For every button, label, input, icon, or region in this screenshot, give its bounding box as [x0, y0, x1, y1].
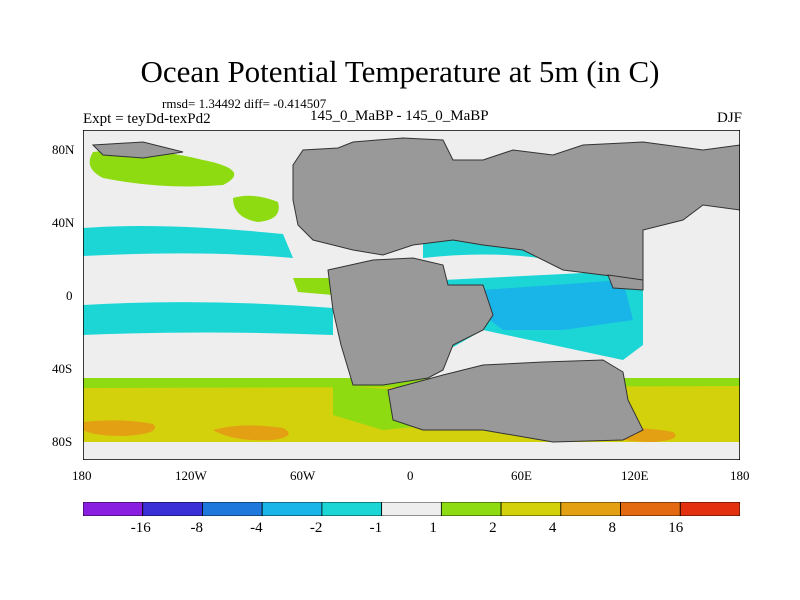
lat-label-80s: 80S — [52, 434, 73, 449]
lon-label-120w: 120W — [175, 468, 207, 483]
lon-label-120e: 120E — [621, 468, 649, 483]
green-patch-mid — [293, 278, 333, 295]
colorbar-label: -2 — [309, 520, 323, 536]
island-east — [607, 274, 644, 291]
north-pacific-cyan — [83, 226, 293, 258]
lon-label-180e: 180 — [730, 468, 750, 483]
polar-neutral-south — [83, 442, 740, 460]
colorbar-label: -4 — [250, 520, 263, 536]
landmass-south — [387, 359, 644, 443]
colorbar-swatch — [202, 502, 263, 516]
map-title: Ocean Potential Temperature at 5m (in C) — [140, 54, 660, 89]
lon-label-60e: 60E — [511, 468, 532, 483]
landmass-central — [327, 257, 494, 386]
colorbar-swatch — [620, 502, 681, 516]
colorbar-label: 8 — [608, 520, 617, 536]
lat-label-80n: 80N — [52, 142, 75, 157]
experiment-label: Expt = teyDd-texPd2 — [83, 111, 211, 127]
lon-label-180w: 180 — [72, 468, 92, 483]
temperature-map — [83, 130, 740, 460]
colorbar-label: 16 — [668, 520, 684, 536]
colorbar-swatch — [560, 502, 621, 516]
landmass-north — [292, 137, 740, 281]
colorbar-label: 4 — [548, 520, 557, 536]
colorbar-swatch — [83, 502, 144, 516]
green-patch-north — [233, 195, 279, 222]
colorbar-swatch — [321, 502, 383, 516]
lat-label-40n: 40N — [52, 215, 75, 230]
indian-ocean-blue — [483, 280, 633, 330]
colorbar-swatch — [440, 502, 502, 516]
case-label: 145_0_MaBP - 145_0_MaBP — [310, 108, 489, 124]
lat-label-40s: 40S — [52, 361, 73, 376]
colorbar-swatch — [679, 502, 740, 516]
colorbar-swatch — [261, 502, 323, 516]
colorbar-swatch — [142, 502, 203, 516]
colorbar-label: 2 — [489, 520, 497, 536]
colorbar-swatch — [381, 502, 442, 516]
island-north-west — [91, 141, 184, 159]
colorbar-swatch — [500, 502, 562, 516]
lon-label-0: 0 — [407, 468, 414, 483]
orange-patch-3 — [83, 420, 155, 436]
north-pacific-green — [89, 149, 235, 187]
colorbar-label: -8 — [190, 520, 203, 536]
season-label: DJF — [716, 110, 742, 126]
orange-patch-1 — [213, 425, 289, 441]
colorbar-label: -1 — [369, 520, 383, 536]
lon-label-60w: 60W — [290, 468, 316, 483]
colorbar-label: -16 — [130, 520, 151, 536]
stats-text: rmsd= 1.34492 diff= -0.414507 — [162, 96, 327, 111]
tropical-cyan-band — [83, 302, 333, 335]
colorbar-label: 1 — [429, 520, 437, 536]
lat-label-0: 0 — [66, 288, 73, 303]
colorbar — [83, 502, 740, 516]
